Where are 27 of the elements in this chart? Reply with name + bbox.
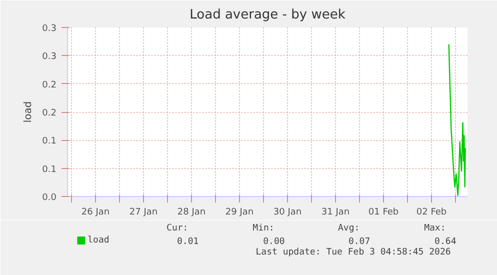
- y-tick-label: 0.3: [42, 24, 57, 34]
- legend-label: load: [88, 236, 110, 246]
- x-tick-label: 26 Jan: [81, 208, 110, 218]
- x-tick-label: 01 Feb: [368, 208, 399, 218]
- text: 0.07: [348, 237, 370, 247]
- y-tick-label: 0.2: [42, 80, 57, 90]
- y-tick-label: 0.2: [42, 108, 57, 118]
- text: 0.00: [263, 237, 285, 247]
- y-tick-label: 0.3: [42, 52, 57, 62]
- text: 0.64: [434, 237, 456, 247]
- y-tick-label: 0.1: [42, 136, 57, 147]
- text: Last update: Tue Feb 3 04:58:45 2026: [256, 248, 451, 258]
- x-tick-label: 31 Jan: [321, 208, 350, 218]
- y-axis-title: load: [23, 101, 34, 123]
- x-tick-label: 27 Jan: [129, 208, 158, 218]
- text: Avg:: [338, 224, 360, 234]
- text: 0.01: [177, 237, 199, 247]
- y-tick-label: 0.1: [42, 164, 57, 175]
- x-tick-label: 28 Jan: [177, 208, 206, 218]
- x-tick-label: 02 Feb: [416, 208, 447, 218]
- text: Min:: [252, 224, 274, 234]
- chart-title: Load average - by week: [190, 8, 346, 22]
- x-tick-label: 29 Jan: [225, 208, 254, 218]
- text: Max:: [424, 224, 446, 234]
- text: Cur:: [166, 224, 188, 234]
- y-tick-label: 0.0: [42, 193, 57, 203]
- x-tick-label: 30 Jan: [273, 208, 302, 218]
